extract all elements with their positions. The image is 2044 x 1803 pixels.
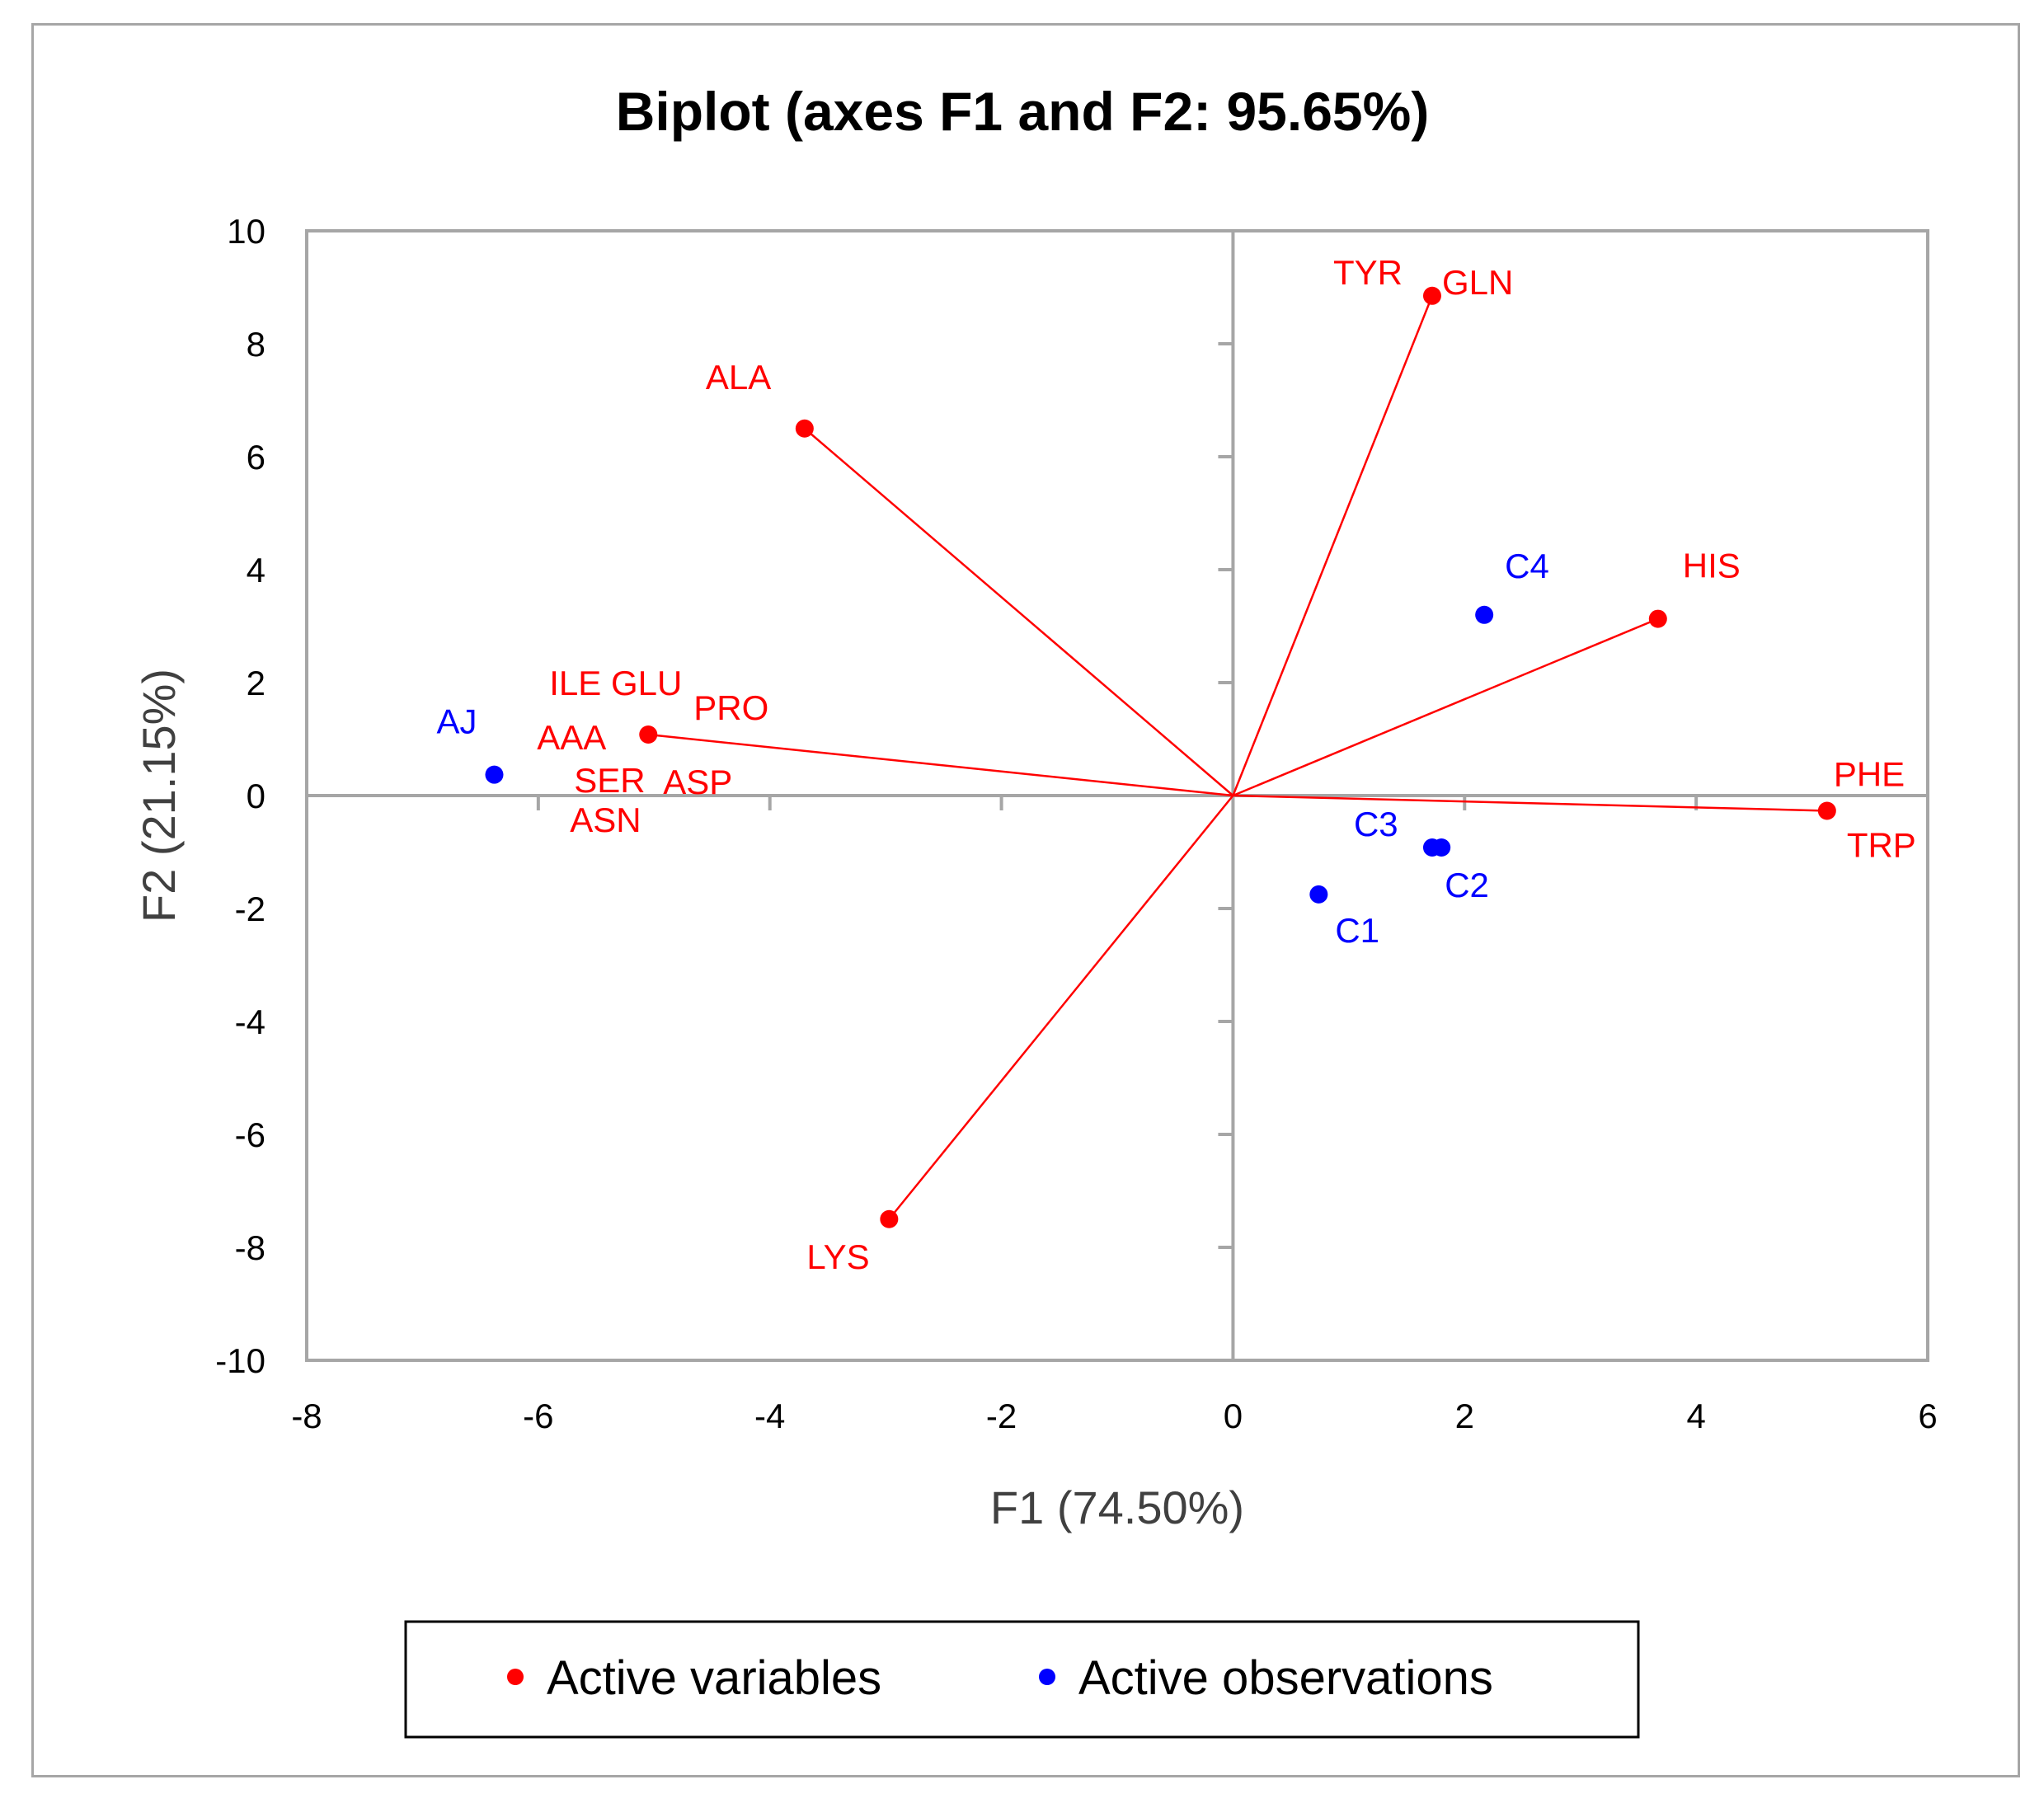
point-label: AJ xyxy=(436,702,477,741)
y-tick-label: 4 xyxy=(247,551,265,589)
chart-title: Biplot (axes F1 and F2: 95.65%) xyxy=(616,81,1430,142)
legend: Active variables Active observations xyxy=(404,1620,1640,1739)
variable-point xyxy=(795,419,814,438)
x-tick-label: 4 xyxy=(1686,1397,1705,1435)
variable-vector xyxy=(804,427,1234,796)
x-tick-labels: -8 -6 -4 -2 0 2 4 6 xyxy=(291,1397,1937,1435)
y-axis-title: F2 (21.15%) xyxy=(133,669,185,923)
point-label: ALA xyxy=(706,358,771,397)
legend-label-active-observations: Active observations xyxy=(1078,1651,1493,1705)
x-tick-label: -2 xyxy=(986,1397,1017,1435)
y-tick-label: 10 xyxy=(227,212,265,251)
y-tick-label: 2 xyxy=(247,664,265,702)
variable-vector xyxy=(888,795,1234,1220)
y-tick-label: -8 xyxy=(235,1228,265,1267)
variable-vector xyxy=(1232,295,1434,796)
point-label: C3 xyxy=(1354,805,1398,843)
variable-point xyxy=(1422,286,1441,305)
legend-box xyxy=(404,1620,1640,1739)
variable-point xyxy=(639,725,658,744)
point-label: TYR xyxy=(1333,253,1403,292)
x-tick-label: 6 xyxy=(1918,1397,1937,1435)
x-tick-label: 0 xyxy=(1224,1397,1243,1435)
legend-marker-active-observations xyxy=(1039,1669,1055,1685)
chart-frame xyxy=(31,23,2020,1777)
point-label: PHE xyxy=(1834,754,1905,793)
data-points xyxy=(485,286,1836,1228)
variable-point xyxy=(1817,801,1836,820)
x-axis-title: F1 (74.50%) xyxy=(990,1481,1244,1533)
point-label: ASN xyxy=(570,801,641,839)
point-label: AAA xyxy=(537,718,606,757)
y-tick-labels: 10 8 6 4 2 0 -2 -4 -6 -8 -10 xyxy=(215,212,265,1380)
y-tick-label: -10 xyxy=(215,1341,265,1380)
legend-marker-active-variables xyxy=(507,1669,524,1685)
x-tick-label: -6 xyxy=(523,1397,553,1435)
variable-point xyxy=(880,1209,899,1228)
x-tick-label: 2 xyxy=(1455,1397,1474,1435)
point-labels: TYR GLN ALA HIS ILE GLU PRO AAA SER ASP ASN PHE TRP… xyxy=(436,253,1915,1276)
point-label: GLN xyxy=(1442,263,1513,302)
variable-vectors xyxy=(648,295,1827,1220)
point-label: HIS xyxy=(1683,547,1741,585)
point-label: C4 xyxy=(1505,547,1549,585)
axes-layer xyxy=(307,231,1928,1360)
legend-label-active-variables: Active variables xyxy=(547,1651,881,1705)
point-label: SER xyxy=(574,761,645,800)
y-tick-label: 8 xyxy=(247,325,265,364)
observation-point xyxy=(1432,838,1451,857)
observation-point xyxy=(485,765,504,784)
y-tick-label: 0 xyxy=(247,777,265,815)
point-label: TRP xyxy=(1847,825,1916,864)
y-tick-label: -2 xyxy=(235,890,265,928)
point-label: ASP xyxy=(663,763,732,801)
point-label: C1 xyxy=(1335,911,1379,950)
variable-vector xyxy=(648,733,1233,797)
point-label: C2 xyxy=(1445,866,1489,904)
observation-point xyxy=(1475,605,1494,624)
point-label: ILE GLU xyxy=(549,664,682,702)
variable-vector xyxy=(1233,794,1827,812)
y-tick-label: 6 xyxy=(247,438,265,477)
y-tick-label: -4 xyxy=(235,1002,265,1041)
point-label: LYS xyxy=(806,1237,869,1276)
point-label: PRO xyxy=(693,688,768,727)
observation-point xyxy=(1309,885,1328,904)
variable-point xyxy=(1648,609,1667,628)
x-tick-label: -4 xyxy=(754,1397,785,1435)
y-tick-label: -6 xyxy=(235,1115,265,1154)
x-tick-label: -8 xyxy=(291,1397,322,1435)
variable-vector xyxy=(1232,617,1659,797)
